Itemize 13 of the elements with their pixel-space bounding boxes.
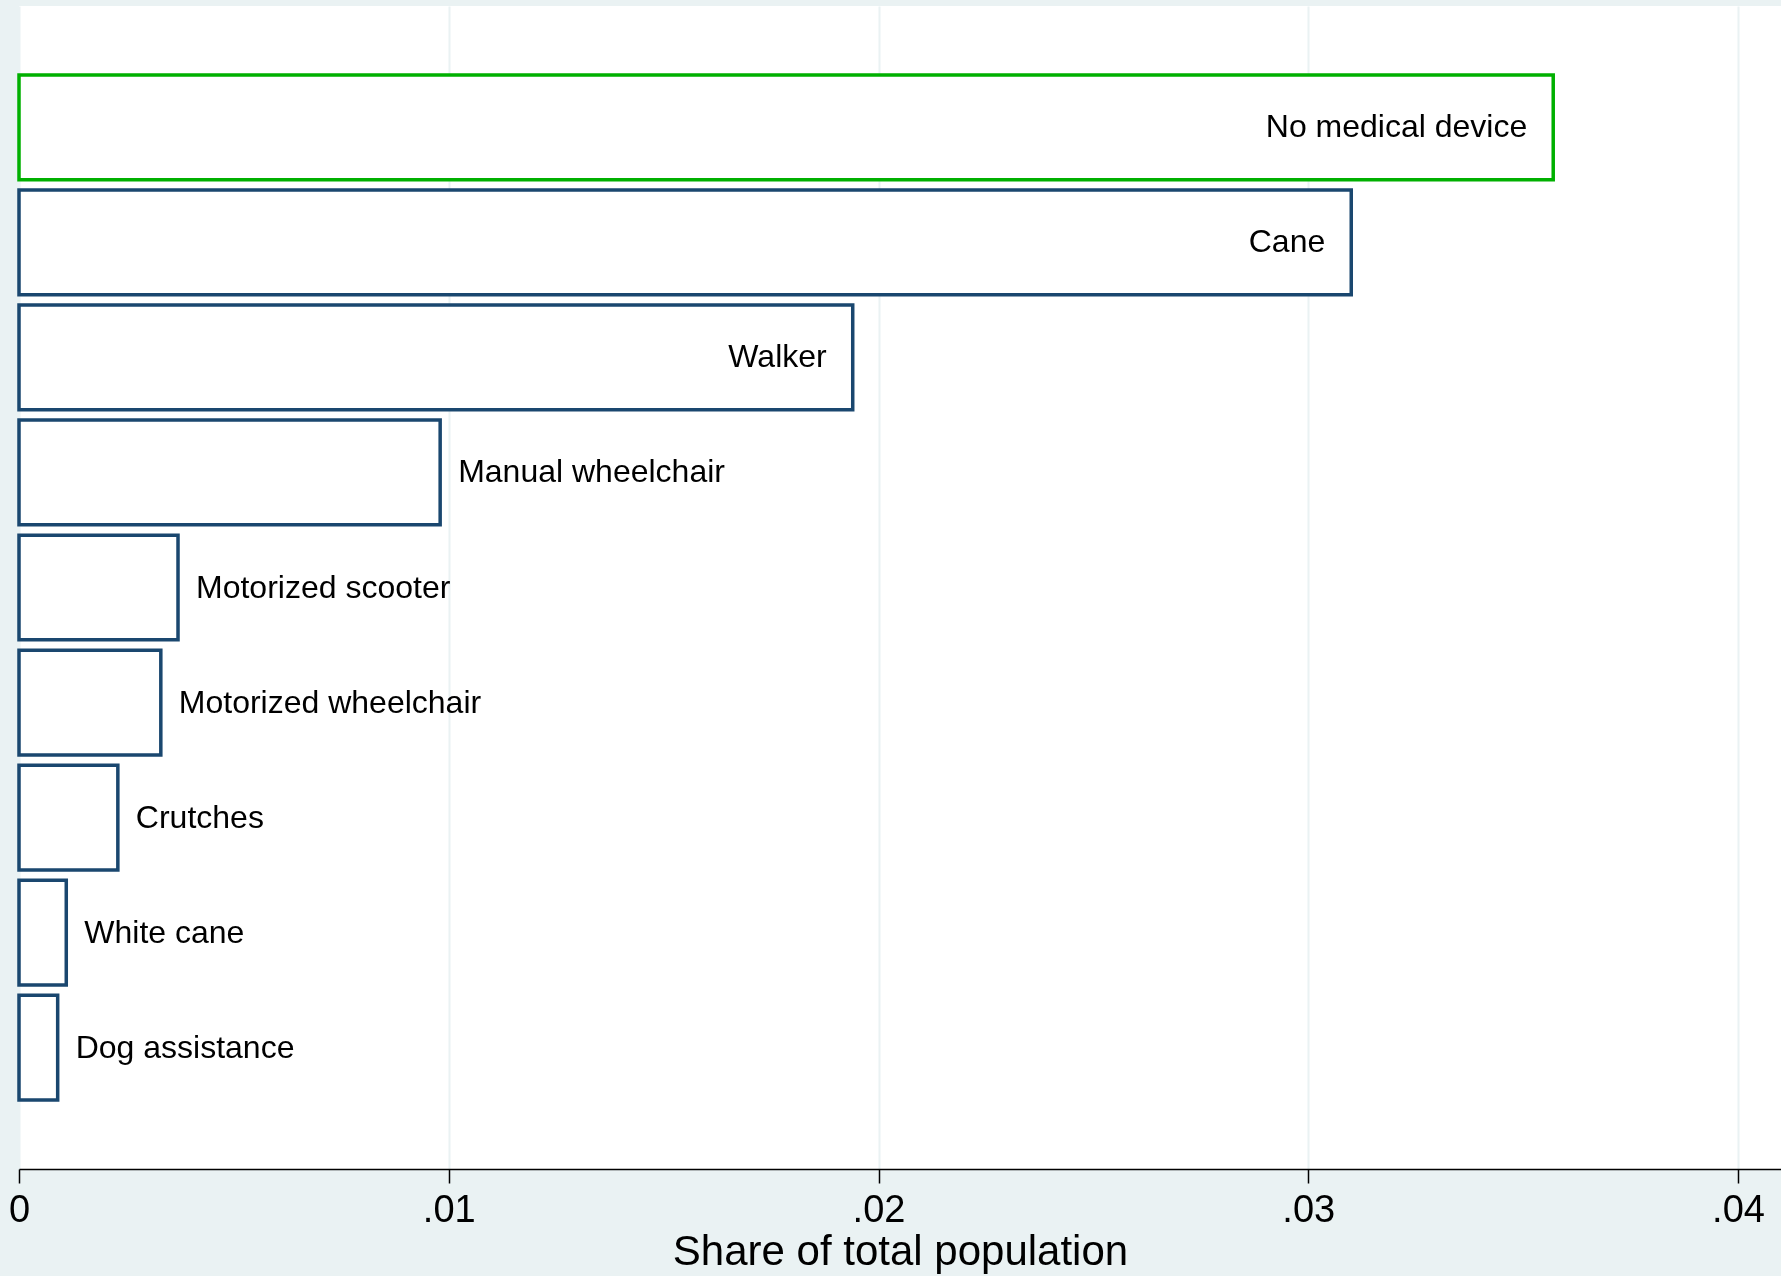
y-tick-label: Cane (1248, 223, 1326, 260)
y-tick-label: No medical device (1265, 108, 1528, 145)
x-tick-label: 0 (8, 1187, 31, 1230)
y-tick-label: Dog assistance (75, 1028, 295, 1065)
y-tick-label: Walker (728, 338, 828, 375)
y-tick-label: White cane (84, 913, 245, 950)
y-tick-label: Manual wheelchair (458, 453, 726, 490)
x-tick-label: .03 (1282, 1187, 1336, 1230)
y-tick-label: Motorized wheelchair (178, 683, 482, 720)
x-tick-label: .01 (422, 1187, 476, 1230)
y-tick-label: Motorized scooter (196, 568, 451, 605)
y-tick-label: Crutches (135, 798, 264, 835)
x-tick-label: .04 (1712, 1187, 1765, 1230)
